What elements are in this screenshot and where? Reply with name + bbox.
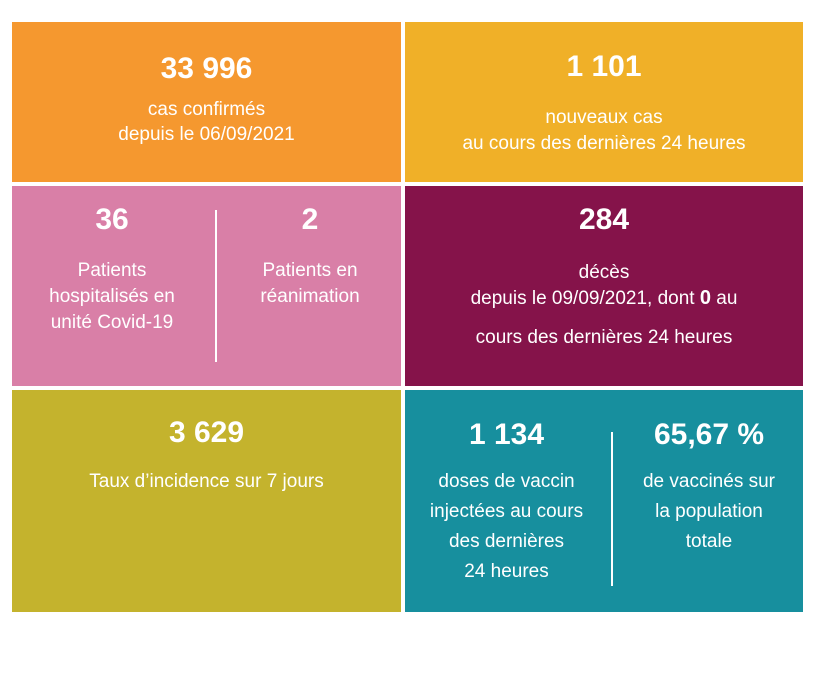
icu-label-2: réanimation: [260, 286, 360, 307]
hospitalized-label-2: hospitalisés en: [49, 286, 175, 307]
new-cases-tile: 1 101 nouveaux cas au cours des dernière…: [405, 22, 803, 182]
confirmed-cases-tile: 33 996 cas confirmés depuis le 06/09/202…: [12, 22, 401, 182]
doses-label-3: des dernières: [448, 531, 565, 552]
incidence-tile: 3 629 Taux d’incidence sur 7 jours: [12, 390, 401, 612]
vaccination-rate-label-1: de vaccinés sur: [642, 471, 775, 492]
deaths-since-line: depuis le 09/09/2021, dont 0 au: [405, 286, 803, 311]
new-cases-period: au cours des dernières 24 heures: [462, 133, 746, 154]
vaccination-rate-label-2: la population: [655, 501, 763, 522]
incidence-label: Taux d’incidence sur 7 jours: [89, 471, 324, 492]
hospital-divider: [215, 210, 217, 362]
doses-label-2: injectées au cours: [429, 501, 584, 522]
hospital-tile: 36 Patients hospitalisés en unité Covid-…: [12, 186, 401, 386]
confirmed-cases-date: depuis le 06/09/2021: [118, 124, 295, 145]
doses-label-4: 24 heures: [464, 561, 549, 582]
hospitalized-value: 36: [95, 203, 129, 236]
deaths-value: 284: [578, 203, 630, 236]
deaths-tile: 284 décès depuis le 09/09/2021, dont 0 a…: [405, 186, 803, 386]
doses-value: 1 134: [468, 418, 545, 451]
vaccination-divider: [611, 432, 613, 586]
hospitalized-label-1: Patients: [77, 260, 147, 281]
vaccination-rate-label-3: totale: [685, 531, 733, 552]
new-cases-value: 1 101: [566, 50, 642, 83]
hospitalized-label-3: unité Covid-19: [50, 312, 174, 333]
icu-value: 2: [301, 203, 319, 236]
incidence-value: 3 629: [168, 416, 245, 449]
vaccination-rate-value: 65,67 %: [653, 418, 765, 451]
confirmed-cases-value: 33 996: [160, 52, 253, 85]
doses-label-1: doses de vaccin: [438, 471, 575, 492]
deaths-recent-value: 0: [699, 287, 711, 309]
confirmed-cases-label: cas confirmés: [147, 99, 266, 120]
deaths-label: décès: [578, 262, 630, 283]
new-cases-label: nouveaux cas: [545, 107, 663, 128]
deaths-since-text: depuis le 09/09/2021, dont: [470, 288, 695, 309]
deaths-since-suffix: au: [716, 288, 738, 309]
deaths-period: cours des dernières 24 heures: [475, 327, 733, 348]
vaccination-tile: 1 134 doses de vaccin injectées au cours…: [405, 390, 803, 612]
icu-label-1: Patients en: [262, 260, 358, 281]
